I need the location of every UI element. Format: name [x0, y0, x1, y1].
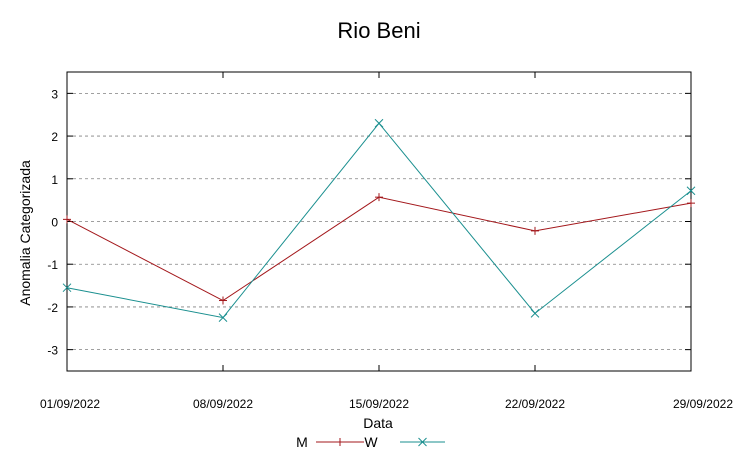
data-point-W — [62, 283, 72, 293]
y-tick-label: 1 — [51, 173, 58, 187]
data-point-M — [63, 215, 71, 224]
y-tick-label: -2 — [47, 301, 58, 315]
y-tick-label: -1 — [47, 258, 58, 272]
data-point-W — [686, 186, 696, 196]
data-point-M — [687, 199, 695, 208]
legend-marker-W — [418, 437, 427, 447]
series-line-W — [66, 122, 692, 319]
y-tick-label: -3 — [47, 344, 58, 358]
x-tick-label: 29/09/2022 — [673, 397, 733, 411]
chart-title: Rio Beni — [337, 18, 420, 43]
y-tick-label: 0 — [51, 216, 58, 230]
data-point-W — [530, 308, 540, 318]
y-tick-label: 2 — [51, 130, 58, 144]
series-line-M — [66, 196, 692, 302]
grid-lines — [67, 92, 691, 351]
data-point-M — [219, 296, 227, 305]
legend-label-W: W — [364, 434, 378, 450]
legend-label-M: M — [296, 434, 308, 450]
y-axis-label: Anomalia Categorizada — [17, 160, 33, 306]
legend-marker-M — [336, 438, 344, 446]
x-axis-label: Data — [363, 415, 393, 431]
y-tick-label: 3 — [51, 87, 58, 101]
y-axis-ticks: 3 2 1 0 -1 -2 -3 — [47, 87, 691, 358]
data-point-M — [375, 193, 383, 202]
series-group — [62, 118, 696, 322]
x-axis-ticks: 01/09/2022 08/09/2022 15/09/2022 22/09/2022… — [40, 72, 733, 411]
x-tick-label: 08/09/2022 — [193, 397, 253, 411]
data-point-W — [218, 313, 228, 322]
data-point-W — [374, 118, 384, 128]
x-tick-label: 22/09/2022 — [505, 397, 565, 411]
data-point-M — [531, 226, 539, 235]
x-tick-label: 01/09/2022 — [40, 397, 100, 411]
x-tick-label: 15/09/2022 — [349, 397, 409, 411]
